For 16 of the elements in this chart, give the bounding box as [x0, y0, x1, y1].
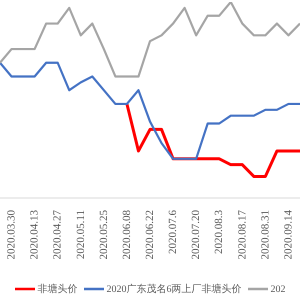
- x-tick-label: 2020.04.13: [28, 210, 41, 260]
- legend-label: 非塘头价: [38, 282, 78, 296]
- x-tick-label: 2020.07.6: [167, 210, 180, 254]
- x-tick-label: 2020.06.08: [120, 210, 133, 260]
- legend-label: 202: [270, 284, 286, 294]
- x-tick-label: 2020.04.27: [52, 210, 64, 260]
- x-tick-label: 2020.08.31: [259, 210, 272, 260]
- x-tick-label: 2020.08.3: [213, 210, 226, 254]
- x-tick-label: 2020.05.25: [98, 210, 110, 260]
- x-tick-label: 2020.07.20: [190, 210, 202, 260]
- x-tick-label: 2020.05.11: [74, 210, 87, 260]
- legend-label: 2020广东茂名6两上厂非塘头价: [106, 282, 242, 296]
- x-tick-label: 2020.06.22: [144, 210, 156, 260]
- x-tick-label: 2020.09.14: [282, 210, 294, 260]
- x-tick-label: 2020.03.30: [6, 210, 18, 260]
- x-tick-label: 2020.08.17: [236, 210, 248, 260]
